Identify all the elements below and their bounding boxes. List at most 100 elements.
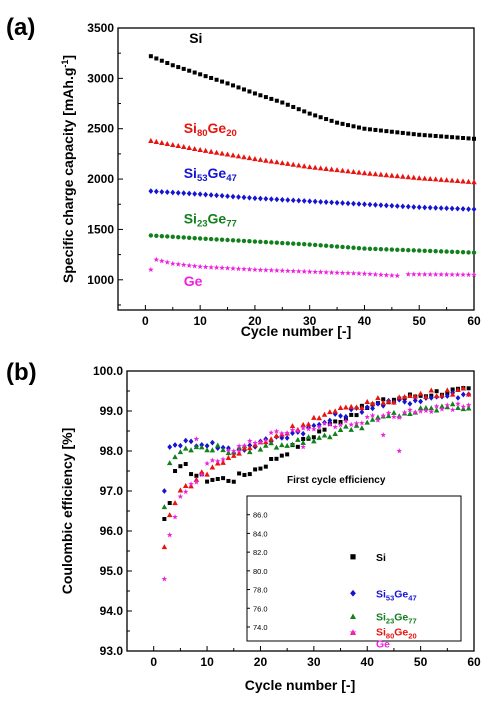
data-point (300, 425, 306, 431)
data-point (412, 393, 419, 399)
data-point (364, 398, 370, 404)
data-point (345, 245, 351, 250)
data-point (454, 271, 461, 278)
data-point (439, 403, 445, 409)
data-point (197, 146, 203, 153)
data-point (307, 198, 313, 205)
data-point (394, 203, 400, 209)
data-point (154, 56, 159, 61)
data-point (295, 444, 300, 449)
data-point (389, 272, 395, 278)
data-point (340, 200, 345, 206)
data-point (383, 202, 389, 209)
data-point (198, 72, 203, 77)
panel-a-y-tick-label: 3500 (87, 21, 114, 35)
data-point (176, 234, 181, 240)
data-point (296, 107, 301, 112)
data-point (449, 391, 456, 397)
data-point (280, 240, 285, 246)
data-point (204, 471, 210, 477)
data-point (400, 247, 405, 253)
data-point (349, 412, 354, 417)
panel-a-frame (117, 27, 475, 311)
data-point (300, 430, 306, 437)
panel-b-x-tick-label: 20 (254, 655, 268, 669)
data-point (455, 135, 460, 140)
data-point (378, 202, 384, 209)
data-point (225, 447, 232, 454)
data-point (269, 240, 274, 245)
data-point (367, 246, 373, 251)
data-point (367, 170, 373, 176)
data-point (148, 188, 154, 195)
data-point (164, 259, 171, 265)
data-point (166, 460, 173, 466)
data-point (450, 387, 455, 392)
data-point (353, 404, 360, 410)
data-point (165, 234, 170, 239)
data-point (444, 205, 450, 212)
data-point (289, 423, 296, 429)
data-point (432, 271, 439, 277)
data-point (269, 456, 274, 461)
data-point (321, 432, 328, 438)
data-point (350, 270, 357, 276)
data-point (153, 188, 159, 195)
data-point (230, 238, 236, 243)
data-point (411, 132, 416, 137)
data-point (405, 203, 411, 210)
data-point (421, 175, 428, 181)
data-point (230, 152, 236, 158)
data-point (375, 400, 381, 407)
data-point (161, 544, 168, 550)
data-point (465, 405, 472, 411)
data-point (241, 238, 247, 244)
inset-y-tick-label: 76.0 (253, 604, 268, 613)
data-point (416, 271, 423, 277)
data-point (439, 406, 445, 412)
data-point (345, 168, 351, 174)
data-point (235, 153, 242, 159)
data-point (312, 268, 318, 275)
data-point (148, 54, 153, 59)
data-point (356, 169, 362, 175)
data-point (241, 442, 248, 449)
data-point (343, 418, 349, 424)
data-point (369, 400, 376, 406)
panel-a-ylabel-end: ] (60, 55, 76, 60)
data-point (361, 170, 368, 176)
panel-a-x-tick-label: 0 (142, 314, 149, 328)
data-point (455, 249, 460, 255)
data-point (252, 440, 258, 446)
data-point (395, 247, 400, 252)
data-point (181, 66, 186, 71)
data-point (170, 234, 175, 240)
data-point (220, 79, 225, 84)
data-point (221, 476, 226, 481)
data-point (305, 425, 312, 432)
data-point (180, 261, 187, 268)
data-point (428, 133, 433, 138)
data-point (364, 414, 371, 420)
data-point (411, 248, 416, 253)
series-label-si53ge47-sub1: 53 (197, 173, 208, 184)
data-point (389, 247, 395, 252)
data-point (209, 457, 216, 463)
data-point (148, 137, 154, 143)
data-point (247, 445, 253, 451)
data-point (198, 471, 205, 478)
data-point (348, 421, 355, 428)
data-point (252, 156, 258, 162)
data-point (225, 450, 232, 456)
data-point (383, 272, 390, 278)
data-point (444, 402, 451, 408)
data-point (323, 199, 329, 205)
data-point (170, 141, 176, 147)
data-point (258, 239, 263, 245)
data-point (300, 421, 306, 427)
data-point (345, 270, 351, 276)
data-point (337, 422, 344, 428)
data-point (411, 204, 417, 210)
data-point (334, 167, 340, 173)
data-point (203, 191, 209, 198)
